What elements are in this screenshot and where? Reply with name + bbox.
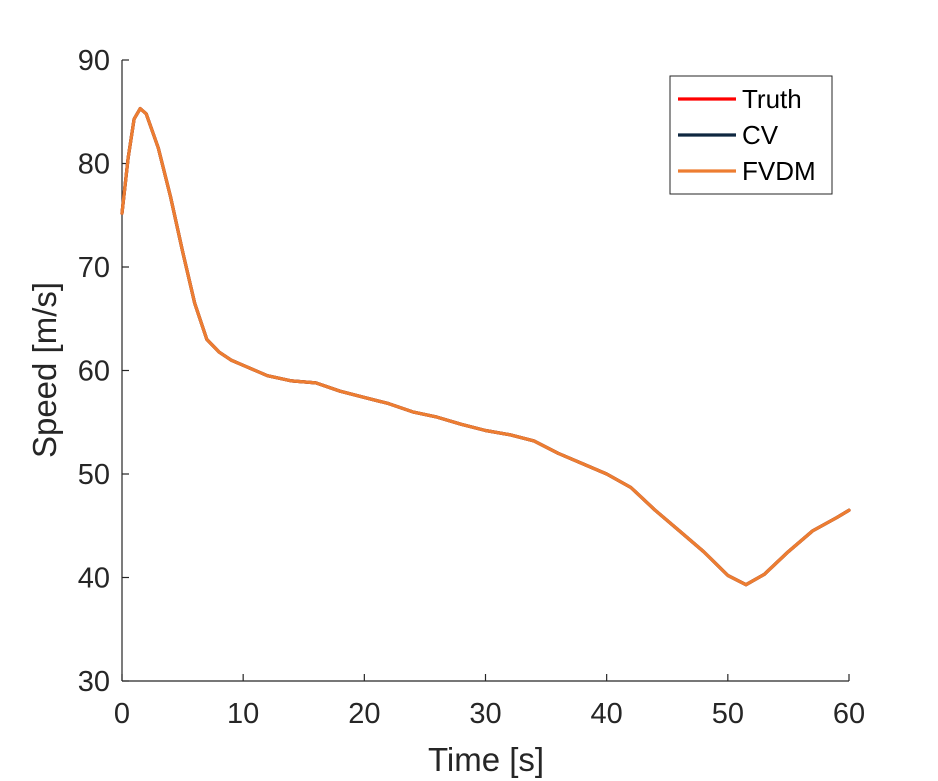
x-tick-label: 50 — [712, 698, 744, 730]
series-line-fvdm — [120, 106, 851, 587]
x-axis-title: Time [s] — [428, 741, 544, 778]
x-tick-label: 60 — [833, 698, 865, 730]
x-tick-label: 0 — [114, 698, 130, 730]
legend-label: FVDM — [742, 156, 816, 186]
legend-label: Truth — [742, 84, 802, 114]
legend: Truth CV FVDM — [669, 75, 833, 195]
x-tick-label: 30 — [469, 698, 501, 730]
y-axis-title: Speed [m/s] — [26, 282, 63, 458]
x-tick-label: 10 — [227, 698, 259, 730]
y-tick-label: 70 — [78, 252, 110, 284]
series-lines — [120, 106, 851, 587]
y-tick-label: 80 — [78, 149, 110, 181]
x-tick-label: 40 — [591, 698, 623, 730]
axes: 0 10 20 30 40 50 60 30 40 50 60 70 80 90 — [78, 45, 865, 730]
y-tick-label: 50 — [78, 459, 110, 491]
y-tick-label: 90 — [78, 45, 110, 77]
legend-label: CV — [742, 120, 779, 150]
x-tick-label: 20 — [348, 698, 380, 730]
y-tick-label: 40 — [78, 563, 110, 595]
y-tick-label: 60 — [78, 356, 110, 388]
y-tick-label: 30 — [78, 666, 110, 698]
